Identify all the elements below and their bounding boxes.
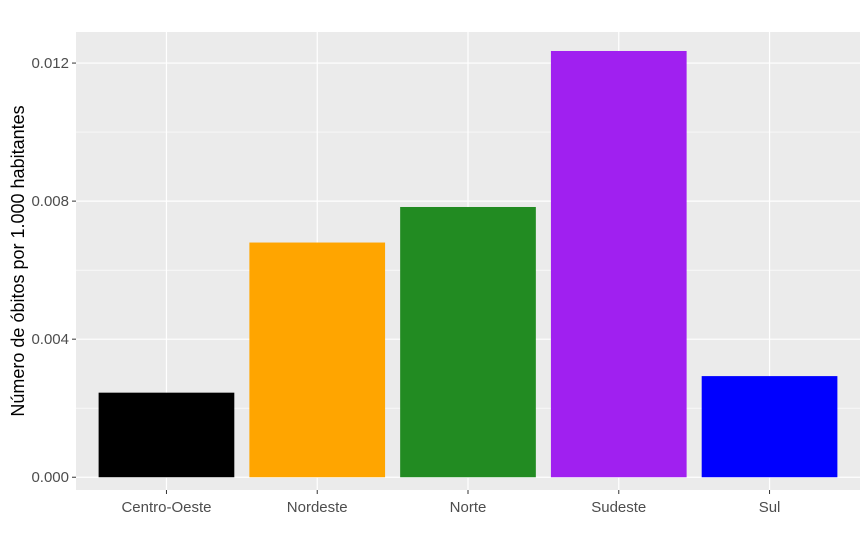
y-axis-title: Número de óbitos por 1.000 habitantes — [8, 105, 28, 416]
y-tick-label-0: 0.000 — [31, 469, 69, 486]
y-axis-ticks: 0.000 0.004 0.008 0.012 — [31, 55, 76, 486]
x-tick-label-1: Nordeste — [287, 499, 348, 516]
y-tick-label-3: 0.012 — [31, 55, 69, 72]
x-tick-label-0: Centro-Oeste — [121, 499, 211, 516]
x-tick-label-4: Sul — [759, 499, 781, 516]
y-tick-label-1: 0.004 — [31, 331, 69, 348]
bars — [98, 50, 838, 478]
bar-sul — [701, 376, 838, 478]
bar-centro-oeste — [98, 392, 235, 478]
bar-norte — [400, 206, 536, 478]
x-tick-label-2: Norte — [450, 499, 487, 516]
bar-nordeste — [249, 242, 386, 478]
y-tick-label-2: 0.008 — [31, 193, 69, 210]
bar-sudeste — [550, 50, 687, 478]
x-tick-label-3: Sudeste — [591, 499, 646, 516]
x-axis-ticks: Centro-Oeste Nordeste Norte Sudeste Sul — [121, 490, 780, 516]
